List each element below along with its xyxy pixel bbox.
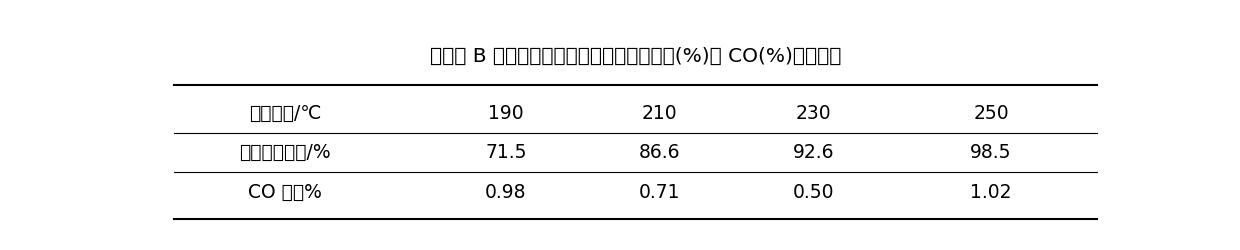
- Text: 甲醇的转化率/%: 甲醇的转化率/%: [239, 143, 331, 162]
- Text: 98.5: 98.5: [971, 143, 1012, 162]
- Text: 250: 250: [973, 104, 1009, 123]
- Text: 0.98: 0.98: [485, 183, 527, 202]
- Text: 190: 190: [489, 104, 523, 123]
- Text: 71.5: 71.5: [485, 143, 527, 162]
- Text: 210: 210: [642, 104, 677, 123]
- Text: CO 含量%: CO 含量%: [248, 183, 321, 202]
- Text: 92.6: 92.6: [792, 143, 835, 162]
- Text: 1.02: 1.02: [971, 183, 1012, 202]
- Text: 0.71: 0.71: [639, 183, 681, 202]
- Text: 催化剂 B 不同反应温度对应的甲醇转化速率(%)和 CO(%)百分含量: 催化剂 B 不同反应温度对应的甲醇转化速率(%)和 CO(%)百分含量: [430, 47, 841, 66]
- Text: 反应温度/℃: 反应温度/℃: [248, 104, 321, 123]
- Text: 230: 230: [796, 104, 831, 123]
- Text: 86.6: 86.6: [639, 143, 681, 162]
- Text: 0.50: 0.50: [792, 183, 835, 202]
